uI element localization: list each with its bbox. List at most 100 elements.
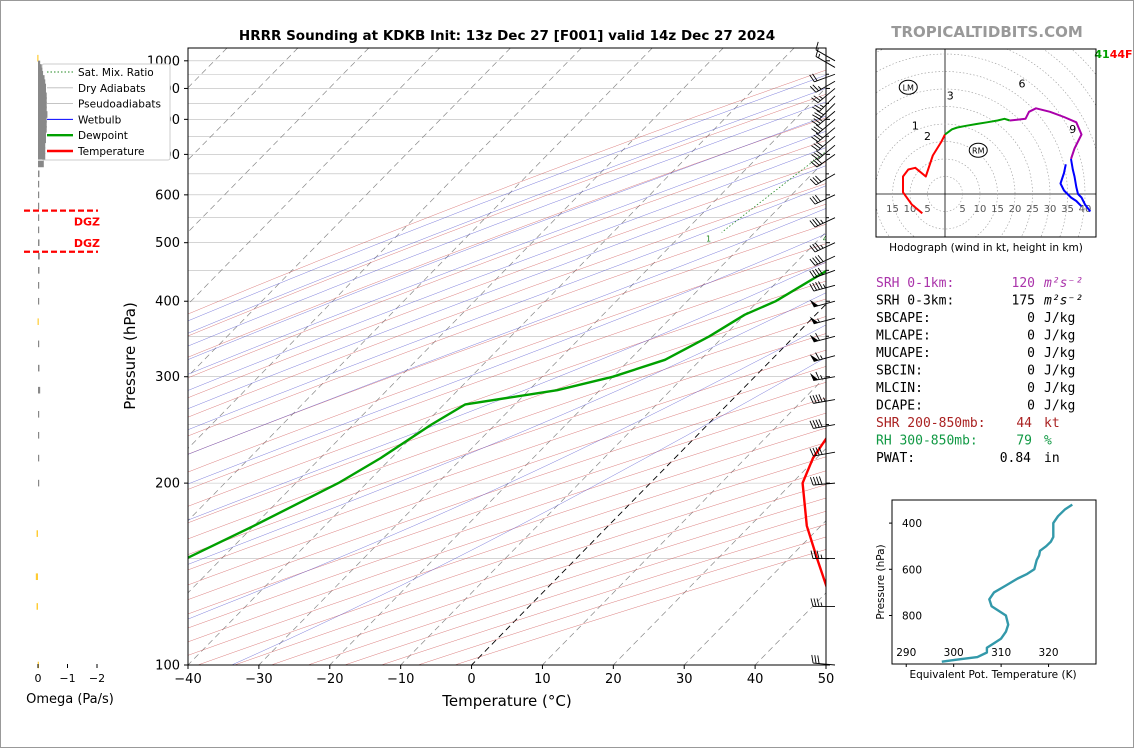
omega-bar	[38, 88, 46, 95]
hodograph-motion-label: RM	[972, 146, 985, 155]
wind-barb-full	[815, 150, 824, 156]
hodograph-ring-label: 5	[959, 204, 965, 215]
y-tick-label: 300	[155, 370, 180, 385]
wind-barb	[809, 217, 836, 228]
wind-barb-full	[818, 281, 823, 289]
isotherm-line	[613, 447, 826, 665]
wind-barb-flag	[809, 299, 819, 307]
index-row: MLCAPE: 0 J/kg	[876, 329, 1075, 344]
index-value: 0.84	[1000, 451, 1031, 466]
wind-barb-full	[813, 118, 821, 124]
dry-adiabat-line	[188, 94, 826, 337]
x-tick-label: −40	[174, 672, 201, 687]
hodograph-ring-label: 25	[1026, 204, 1039, 215]
x-tick-label: 20	[605, 672, 622, 687]
index-row: PWAT: 0.84 in	[876, 451, 1060, 466]
wind-barb-staff	[813, 376, 836, 381]
hodograph-ring	[909, 158, 981, 230]
omega-bar	[38, 92, 47, 100]
isotherm-line	[683, 520, 826, 665]
wind-barb	[811, 88, 836, 103]
wind-barb-full	[814, 104, 822, 110]
mixing-ratio-line	[721, 150, 826, 233]
x-tick-label: −10	[387, 672, 414, 687]
dry-adiabat-line	[188, 262, 826, 490]
isotherm-line	[471, 303, 826, 665]
dry-adiabat-line	[188, 243, 826, 473]
wind-barb-full	[809, 220, 816, 228]
wind-barb-full	[809, 258, 816, 266]
omega-bar	[38, 97, 47, 104]
omega-bar	[38, 180, 40, 188]
wind-barb	[811, 654, 836, 666]
skewt-ylabel: Pressure (hPa)	[121, 302, 139, 410]
isotherm-line	[188, 48, 299, 161]
hodograph-segment	[1009, 107, 1083, 160]
dry-adiabat-line	[188, 397, 826, 615]
pseudoadiabat-line	[188, 324, 826, 620]
index-row: SBCAPE: 0 J/kg	[876, 311, 1075, 326]
index-unit: J/kg	[1044, 346, 1075, 361]
wind-barb-full	[809, 245, 816, 253]
omega-bar	[38, 141, 46, 149]
isotherm-line	[188, 48, 653, 522]
wind-barb-staff	[817, 135, 836, 151]
wind-barb-staff	[813, 424, 836, 429]
hodograph-ring-label: 10	[904, 204, 917, 215]
wind-barb-full	[812, 84, 819, 92]
hodograph: 15 10 5 5 10 15 20 25 30 35 40 LM RM 12 3 6 9 Hodograph…	[875, 48, 1097, 254]
hodograph-segment	[902, 134, 946, 215]
omega-bar	[38, 170, 40, 178]
omega-xlabel: Omega (Pa/s)	[26, 692, 114, 707]
wind-barb-full	[813, 126, 821, 132]
hodograph-frame	[875, 48, 1097, 238]
index-label: SHR 200-850mb:	[876, 416, 986, 431]
x-tick-label: 50	[818, 672, 835, 687]
wind-barb-flag	[809, 354, 819, 362]
wind-barb-half	[820, 244, 824, 249]
wind-barb-staff	[813, 399, 836, 404]
wind-barb-full	[814, 217, 821, 225]
wind-barb-staff	[817, 88, 836, 103]
wind-barb	[809, 476, 836, 486]
mixing-ratio-label: 1	[706, 235, 711, 244]
dry-adiabat-line	[188, 162, 826, 399]
wind-barb-staff	[816, 154, 836, 168]
wind-barb-full	[816, 110, 824, 116]
wind-barb-half	[819, 104, 824, 108]
hodograph-ring-label: 15	[991, 204, 1004, 215]
dry-adiabat-line	[188, 203, 826, 437]
wind-barb	[809, 173, 836, 186]
index-value: 0	[1027, 311, 1035, 326]
theta-e-trace	[941, 503, 1073, 663]
wind-barb-full	[812, 420, 817, 429]
index-value: 0	[1027, 399, 1035, 414]
wind-barb-full	[812, 476, 817, 485]
pseudoadiabat-line	[188, 115, 826, 360]
wind-barb-full	[811, 154, 819, 160]
pseudoadiabat-line	[231, 357, 826, 665]
hodograph-caption: Hodograph (wind in kt, height in km)	[889, 242, 1083, 254]
wind-barb-full	[818, 394, 823, 402]
wind-barb-half	[819, 95, 824, 100]
index-label: MUCAPE:	[876, 346, 931, 361]
omega-bar	[38, 267, 40, 274]
isotherm-line	[188, 48, 724, 594]
omega-bar	[38, 79, 46, 86]
wind-barb-full	[813, 550, 817, 559]
theta-e-x-tick-label: 290	[896, 647, 916, 659]
wind-barb-full	[809, 448, 814, 457]
wind-barb-full	[814, 242, 821, 250]
dry-adiabat-line	[188, 298, 826, 524]
hodograph-height-label: 9	[1069, 123, 1076, 136]
index-label: PWAT:	[876, 451, 915, 466]
hodograph-height-label: 1	[912, 119, 919, 132]
omega-bar	[38, 126, 47, 133]
chart-title: HRRR Sounding at KDKB Init: 13z Dec 27 […	[239, 28, 775, 44]
index-unit: m²s⁻²	[1043, 294, 1083, 309]
hodograph-segment	[1059, 164, 1083, 208]
omega-bar	[38, 136, 46, 144]
omega-bar	[38, 282, 40, 289]
wind-barb-staff	[814, 217, 836, 228]
wind-barb-full	[815, 476, 820, 485]
